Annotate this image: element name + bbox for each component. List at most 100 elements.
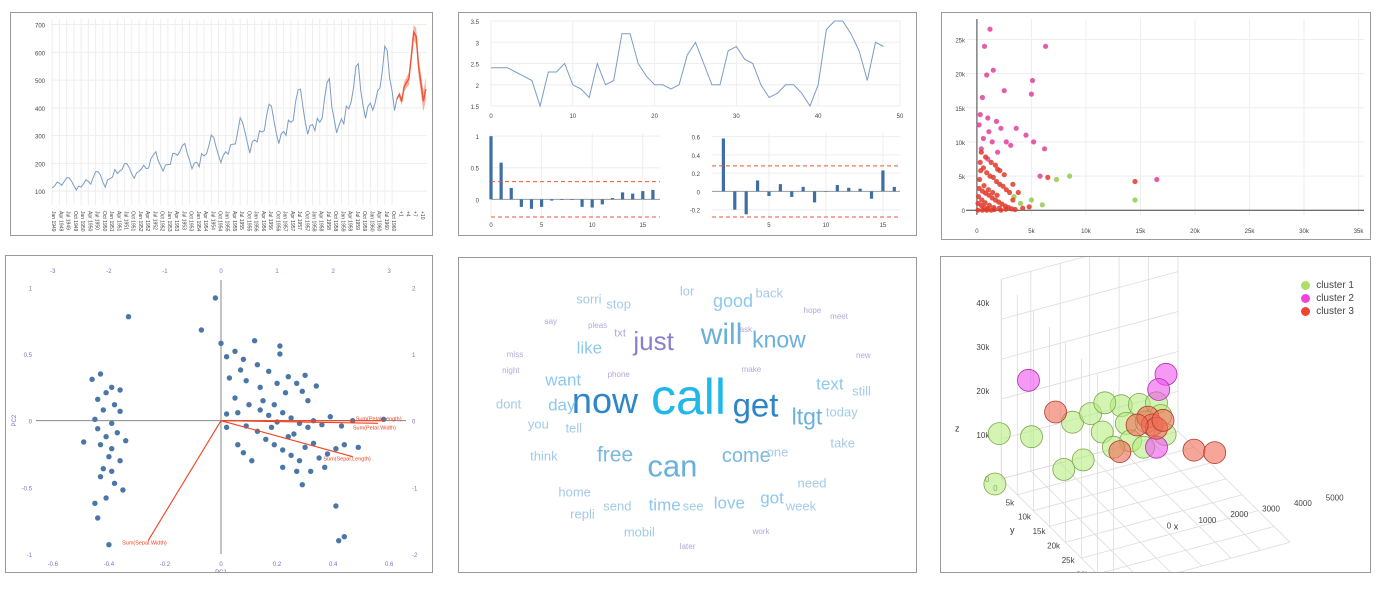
biplot-point <box>338 423 345 429</box>
scatter-point <box>996 205 1002 211</box>
y-tick-label: 0.5 <box>24 353 33 359</box>
acf-bar <box>892 186 896 192</box>
scatter3d-point <box>1203 441 1227 465</box>
scatter-point <box>1013 125 1019 131</box>
x-tick-label: 25k <box>1245 229 1256 235</box>
word-say: say <box>544 317 558 327</box>
acf-bar <box>824 191 828 193</box>
y-tick-label: -0.2 <box>690 209 701 215</box>
x-tick-label: Apr 1954 <box>202 211 208 232</box>
scatter-point <box>991 204 997 211</box>
biplot-point <box>285 434 291 440</box>
scatter-point <box>987 26 993 32</box>
x-tick-label: 4000 <box>1294 499 1312 508</box>
y-axis-title: y <box>1010 525 1015 535</box>
biplot-point <box>243 378 249 384</box>
scatter-point <box>1031 139 1037 145</box>
x-tick-label: Apr 1960 <box>376 211 382 232</box>
biplot-point <box>251 338 258 344</box>
x-tick-label: Apr 1951 <box>115 211 121 232</box>
y-tick-label: 3 <box>476 41 480 47</box>
biplot-point <box>341 534 347 540</box>
biplot-point <box>95 426 101 432</box>
y-tick-label: 25k <box>1062 556 1076 565</box>
biplot-point <box>263 436 269 442</box>
acf-bar <box>721 138 725 192</box>
biplot-point <box>223 411 230 417</box>
word-pleas: pleas <box>588 320 608 330</box>
scatter-point <box>1003 206 1009 212</box>
scatter-point <box>983 154 989 160</box>
scatter-point <box>986 129 992 135</box>
legend-item[interactable]: cluster 3 <box>1301 305 1354 318</box>
x-tick-label: 0.4 <box>329 562 338 568</box>
biplot-point <box>97 442 104 448</box>
biplot-point <box>123 438 129 444</box>
x-tick-label: -0.2 <box>160 562 171 568</box>
biplot-point <box>280 464 286 470</box>
scatter3d-point <box>1044 400 1067 424</box>
scatter-point <box>1015 189 1021 196</box>
y-tick-label: 500 <box>35 79 46 85</box>
biplot-point <box>257 407 263 413</box>
forecast-chart-panel: 100 200 300 400 500 600 700 Jan 1949 Apr 1949 Jul… <box>10 12 433 236</box>
top-tick-label: -1 <box>162 269 168 275</box>
x-tick-label: 0 <box>489 114 493 120</box>
acf-bar <box>570 199 574 200</box>
biplot-point <box>324 451 331 457</box>
grid-line <box>1033 462 1211 511</box>
legend-item[interactable]: cluster 1 <box>1301 279 1354 292</box>
y-tick-label: 1 <box>29 286 33 292</box>
biplot-point <box>333 503 339 509</box>
acf-bar <box>767 191 771 196</box>
legend-item[interactable]: cluster 2 <box>1301 292 1354 305</box>
biplot-point <box>257 384 263 390</box>
legend-marker <box>1301 294 1311 303</box>
y-tick-label: 10k <box>955 141 966 147</box>
scatter-point <box>1001 172 1007 178</box>
scatter-point <box>990 189 996 196</box>
scatter-point <box>1010 197 1016 203</box>
biplot-point <box>280 447 286 453</box>
scatter-point <box>985 115 991 121</box>
y-tick-label: -0.5 <box>22 486 33 492</box>
scatter-point <box>1043 43 1049 49</box>
y-tick-label: 600 <box>35 51 46 57</box>
acf-bar <box>590 199 594 208</box>
scatter-point <box>990 67 996 73</box>
scatter3d-point <box>1093 391 1117 415</box>
scatter3d-chart: 010k20k30k40k01000200030004000500005k10k… <box>955 257 1344 573</box>
grid-line <box>1118 446 1232 559</box>
biplot-point <box>333 446 339 452</box>
biplot-point <box>95 515 101 521</box>
biplot-point <box>271 402 277 408</box>
x-tick-label: Jul 1953 <box>180 211 186 230</box>
word-know: know <box>752 326 806 353</box>
word-ltgt: ltgt <box>791 403 823 430</box>
z-axis-title: z <box>955 423 960 433</box>
word-today: today <box>825 404 858 420</box>
x-tick-label: 1000 <box>1199 516 1217 525</box>
word-want: want <box>545 370 582 390</box>
biplot-point <box>322 464 328 470</box>
wordcloud-panel: call now get can will just know ltgt free come goo… <box>458 257 917 573</box>
y-tick-label: 5k <box>1006 498 1015 507</box>
grid-line <box>1030 470 1134 572</box>
scatter-point <box>1028 91 1034 97</box>
grid-line <box>1103 526 1275 572</box>
x-tick-label: Oct 1960 <box>390 211 396 232</box>
x-tick-label: 5k <box>1028 229 1035 235</box>
word-call: call <box>650 369 727 426</box>
scatter-point <box>1017 200 1024 206</box>
acf-bar <box>509 187 513 200</box>
top-tick-label: 1 <box>275 269 279 275</box>
acf-bar <box>641 191 645 200</box>
biplot-point <box>274 380 280 386</box>
grid-line <box>1001 271 1179 320</box>
acf-bar <box>812 191 817 203</box>
scatter-point <box>988 159 994 165</box>
scatter-point <box>977 176 983 183</box>
x-tick-label: Jul 1955 <box>238 211 244 230</box>
biplot-point <box>97 474 104 480</box>
y-tick-label: 30k <box>1076 570 1090 573</box>
